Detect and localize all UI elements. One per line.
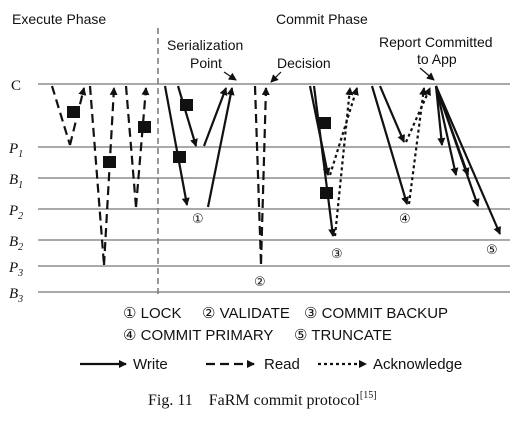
lock-arrows <box>163 85 235 208</box>
lock-square <box>173 151 186 163</box>
write-arrow <box>434 85 459 176</box>
step-key-truncate: ⑤ TRUNCATE <box>294 327 392 344</box>
row-label-b1: B1 <box>9 172 23 191</box>
write-arrow <box>163 85 190 206</box>
figure-caption: Fig. 11 FaRM commit protocol[15] <box>148 390 377 409</box>
step-key-validate: ② VALIDATE <box>202 305 290 322</box>
write-arrow <box>176 85 198 147</box>
row-label-b2: B2 <box>9 234 23 253</box>
validate-arrows <box>253 85 270 265</box>
step-key-commit-backup: ③ COMMIT BACKUP <box>304 305 448 322</box>
lock-square <box>138 121 151 133</box>
row-label-p3: P3 <box>8 260 23 279</box>
read-arrow <box>102 87 118 266</box>
ack-arrow <box>404 87 432 143</box>
read-arrow <box>88 85 106 266</box>
execute-phase-label: Execute Phase <box>12 11 106 27</box>
legend-ack-label: Acknowledge <box>373 356 462 373</box>
step-key: ① LOCK ② VALIDATE ③ COMMIT BACKUP ④ COMM… <box>123 305 448 344</box>
write-arrow <box>434 85 446 146</box>
lock-square <box>320 187 333 199</box>
row-label-p2: P2 <box>8 203 23 222</box>
step-key-lock: ① LOCK <box>123 305 181 322</box>
write-arrow <box>370 85 409 205</box>
write-arrow <box>206 87 235 208</box>
ack-arrow <box>407 87 428 205</box>
row-label-b3: B3 <box>9 286 23 305</box>
commit-phase-label: Commit Phase <box>276 11 368 27</box>
write-arrow <box>308 85 331 176</box>
step-marker-1: ① <box>192 212 204 227</box>
step-marker-2: ② <box>254 275 266 290</box>
lock-square <box>180 99 193 111</box>
row-label-p1: P1 <box>8 141 23 160</box>
step-marker-5: ⑤ <box>486 243 498 258</box>
row-label-c: C <box>11 78 21 94</box>
report-label-2: to App <box>417 51 457 67</box>
read-arrow <box>124 85 138 208</box>
read-arrow <box>50 85 72 146</box>
commit-backup-arrows <box>308 85 359 237</box>
lock-square <box>67 106 80 118</box>
serialization-label: Serialization <box>167 37 243 53</box>
read-arrow <box>253 85 263 265</box>
read-arrow <box>259 87 270 265</box>
legend-read-label: Read <box>264 356 300 373</box>
timelines <box>38 83 510 293</box>
execute-phase-arrows <box>50 85 150 266</box>
write-arrow <box>202 87 228 147</box>
report-pointer <box>419 67 435 81</box>
write-arrow <box>434 85 502 235</box>
report-label: Report Committed <box>379 34 493 50</box>
step-key-commit-primary: ④ COMMIT PRIMARY <box>123 327 273 344</box>
write-arrow <box>312 85 337 237</box>
commit-primary-arrows <box>370 85 432 205</box>
truncate-arrows <box>434 85 502 235</box>
serialization-pointer <box>223 71 237 81</box>
step-marker-3: ③ <box>331 247 343 262</box>
read-arrow <box>134 87 150 208</box>
legend-write-label: Write <box>133 356 168 373</box>
lock-square <box>103 156 116 168</box>
serialization-label-2: Point <box>190 55 222 71</box>
lock-square <box>318 117 331 129</box>
decision-pointer <box>270 71 282 83</box>
decision-label: Decision <box>277 55 331 71</box>
arrow-legend: Write Read Acknowledge <box>80 356 462 373</box>
write-arrow <box>378 85 406 143</box>
write-arrow <box>434 85 480 207</box>
ack-arrow <box>333 87 354 237</box>
step-marker-4: ④ <box>399 212 411 227</box>
